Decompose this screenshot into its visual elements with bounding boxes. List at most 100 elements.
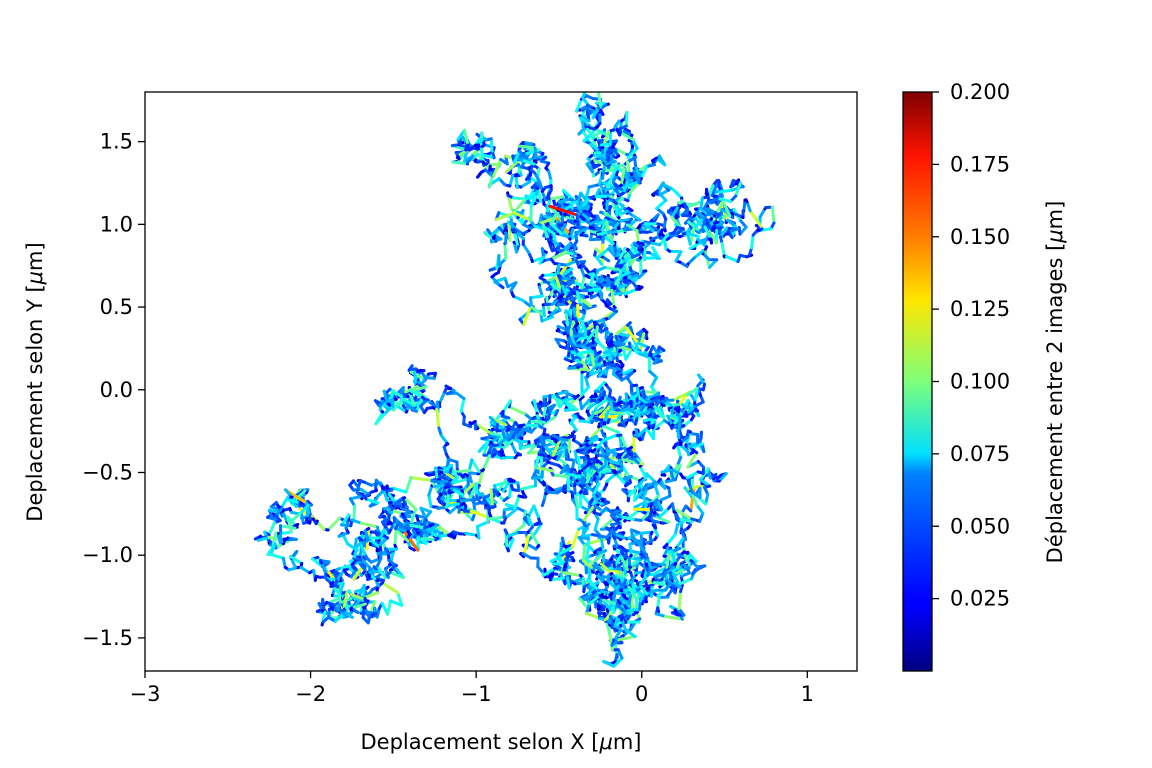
trajectory-segment — [369, 557, 381, 564]
trajectory-segment — [532, 399, 539, 415]
trajectory-segment — [579, 492, 591, 506]
trajectory-segment — [388, 570, 405, 579]
trajectory-segment — [586, 400, 599, 411]
trajectory-segment — [689, 486, 696, 513]
trajectory-segment — [606, 230, 620, 234]
trajectory-segment — [623, 287, 639, 296]
trajectory-segment — [675, 508, 694, 521]
trajectory-segment — [280, 495, 290, 509]
trajectory-segment — [267, 521, 277, 537]
trajectory-segment — [593, 381, 606, 393]
trajectory-segment — [561, 276, 574, 281]
trajectory-segment — [541, 303, 546, 318]
trajectory-segment — [565, 259, 578, 267]
trajectory-segment — [396, 591, 404, 607]
trajectory-segment — [459, 397, 466, 413]
trajectory-segment — [591, 106, 600, 120]
trajectory-segment — [368, 569, 381, 574]
trajectory-segment — [463, 128, 470, 147]
trajectory-segment — [445, 502, 460, 508]
trajectory — [253, 92, 776, 668]
trajectory-segment — [654, 612, 667, 618]
trajectory-segment — [501, 399, 512, 414]
trajectory-segment — [530, 305, 546, 318]
trajectory-segment — [685, 470, 700, 480]
trajectory-segment — [506, 508, 518, 518]
trajectory-segment — [676, 425, 681, 440]
trajectory-segment — [627, 180, 642, 196]
trajectory-segment — [658, 188, 671, 197]
trajectory-segment — [560, 267, 574, 278]
trajectory-segment — [496, 437, 507, 447]
trajectory-segment — [586, 127, 597, 142]
trajectory-segment — [286, 497, 302, 505]
trajectory-segment — [706, 207, 718, 215]
trajectory-segment — [279, 524, 297, 530]
trajectory-segment — [565, 574, 571, 590]
trajectory-segment — [699, 196, 704, 211]
trajectory-segment — [503, 242, 508, 261]
trajectory-segment — [605, 196, 609, 211]
trajectory-segment — [770, 205, 776, 225]
trajectory-segment — [479, 147, 485, 164]
trajectory-segment — [541, 273, 557, 277]
trajectory-segment — [721, 200, 732, 218]
trajectory-segment — [672, 573, 681, 586]
trajectory-segment — [695, 503, 705, 515]
trajectory-segment — [540, 315, 554, 323]
trajectory-segment — [745, 200, 752, 213]
trajectory-segment — [348, 495, 362, 501]
trajectory-segment — [337, 563, 354, 571]
trajectory-segment — [440, 463, 453, 474]
trajectory-segment — [585, 162, 594, 174]
trajectory-segment — [340, 513, 351, 527]
trajectory-segment — [605, 287, 625, 293]
trajectory-segment — [289, 555, 304, 565]
trajectory-segment — [572, 306, 577, 321]
trajectory-segment — [522, 191, 536, 202]
trajectory-segment — [388, 387, 403, 399]
trajectory-segment — [455, 391, 466, 401]
trajectory-segment — [670, 404, 676, 417]
trajectory-segment — [475, 525, 481, 540]
trajectory-segment — [342, 609, 354, 619]
trajectory-segment — [494, 211, 515, 222]
trajectory-segment — [352, 504, 357, 523]
trajectory-segment — [670, 468, 683, 476]
trajectory-segment — [293, 489, 307, 503]
trajectory-segment — [500, 439, 514, 452]
trajectory-segment — [597, 366, 609, 378]
trajectory-segment — [578, 419, 594, 424]
trajectory-segment — [512, 149, 522, 164]
trajectory-segment — [614, 201, 619, 217]
trajectory-segment — [490, 434, 503, 444]
trajectory-segment — [575, 97, 583, 113]
trajectory-segment — [580, 344, 594, 351]
trajectory-segment — [419, 506, 433, 514]
trajectory-segment — [475, 520, 490, 528]
trajectory-segment — [660, 468, 674, 474]
trajectory-segment — [593, 266, 606, 274]
trajectory-segment — [514, 230, 525, 241]
trajectory-segment — [529, 296, 533, 309]
trajectory-segment — [491, 454, 507, 460]
trajectory-segment — [686, 451, 699, 469]
trajectory-segment — [647, 356, 652, 373]
trajectory-segment — [686, 231, 692, 246]
trajectory-segment — [579, 266, 586, 278]
trajectory-segment — [538, 285, 544, 298]
trajectory-segment — [359, 521, 380, 529]
trajectory-segment — [427, 493, 433, 508]
trajectory-segment — [612, 119, 621, 132]
trajectory-segment — [609, 154, 615, 167]
trajectory-segment — [686, 550, 698, 564]
trajectory-segment — [658, 233, 670, 247]
trajectory-segment — [337, 531, 350, 538]
trajectory-segment — [579, 116, 591, 128]
trajectory-segment — [342, 590, 349, 612]
trajectory-segment — [673, 523, 680, 537]
trajectory-segment — [518, 443, 536, 451]
trajectory-segment — [522, 304, 533, 327]
trajectory-segment — [703, 225, 713, 241]
